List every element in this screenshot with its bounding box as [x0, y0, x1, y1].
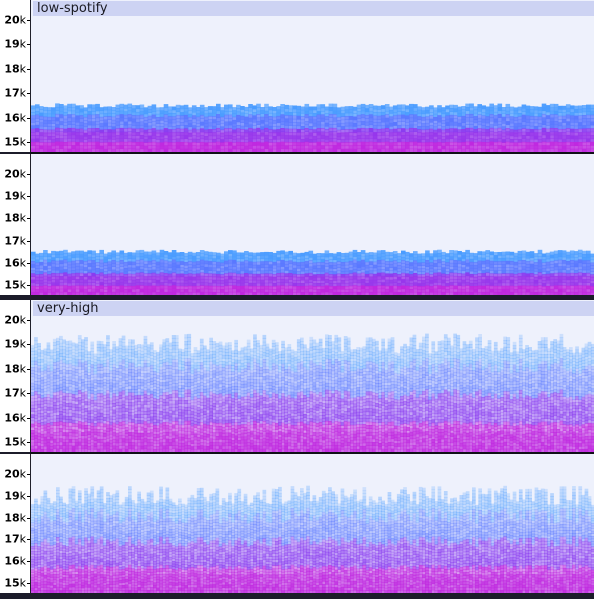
frequency-tick-label: 20k — [4, 13, 26, 27]
frequency-tick-label: 16k — [4, 411, 26, 425]
frequency-tick-label: 18k — [4, 62, 26, 76]
frequency-ruler-ch1: 20k 19k 18k 17k 16k 15k — [0, 300, 31, 452]
frequency-tick-mark — [27, 262, 30, 264]
frequency-tick-mark — [27, 117, 30, 119]
frequency-tick-label: 17k — [4, 386, 26, 400]
frequency-tick-mark — [27, 44, 30, 46]
frequency-tick-label: 20k — [4, 313, 26, 327]
frequency-tick-label: 19k — [4, 337, 26, 351]
frequency-tick-label: 15k — [4, 135, 26, 149]
spectrogram-canvas — [31, 0, 594, 152]
frequency-tick-label: 17k — [4, 532, 26, 546]
spectrogram-ch2[interactable] — [31, 454, 594, 593]
spectrogram-canvas — [31, 300, 594, 452]
frequency-tick-mark — [27, 583, 30, 584]
frequency-tick-mark — [27, 240, 30, 242]
frequency-tick-label: 19k — [4, 189, 26, 203]
frequency-tick-mark — [27, 517, 30, 519]
frequency-tick-mark — [27, 495, 30, 497]
frequency-tick-mark — [27, 320, 30, 321]
frequency-tick-mark — [27, 285, 30, 286]
frequency-tick-mark — [27, 344, 30, 346]
frequency-tick-mark — [27, 539, 30, 541]
frequency-tick-label: 18k — [4, 511, 26, 525]
spectrogram-canvas — [31, 154, 594, 295]
track-very-high: 20k 19k 18k 17k 16k 15k 20k 19k 18k 17k 16k 15k ve… — [0, 300, 594, 593]
frequency-tick-mark — [27, 417, 30, 419]
spectrogram-ch1[interactable] — [31, 0, 594, 152]
frequency-tick-mark — [27, 174, 30, 175]
frequency-tick-mark — [27, 442, 30, 443]
channel-separator — [30, 152, 594, 154]
channel-separator — [30, 452, 594, 454]
frequency-tick-label: 15k — [4, 435, 26, 449]
frequency-tick-mark — [27, 20, 30, 21]
frequency-tick-label: 15k — [4, 576, 26, 590]
frequency-tick-mark — [27, 142, 30, 143]
frequency-tick-label: 16k — [4, 256, 26, 270]
frequency-tick-mark — [27, 93, 30, 95]
track-name-label[interactable]: very-high — [33, 301, 594, 316]
frequency-tick-mark — [27, 68, 30, 70]
spectrogram-ch1[interactable] — [31, 300, 594, 452]
frequency-tick-label: 18k — [4, 211, 26, 225]
track-low-spotify: 20k 19k 18k 17k 16k 15k 20k 19k 18k 17k 16k 15k lo… — [0, 0, 594, 297]
spectrogram-canvas — [31, 454, 594, 593]
track-name-label[interactable]: low-spotify — [33, 1, 594, 16]
frequency-tick-label: 16k — [4, 554, 26, 568]
frequency-tick-mark — [27, 393, 30, 395]
frequency-tick-label: 17k — [4, 234, 26, 248]
frequency-tick-label: 20k — [4, 167, 26, 181]
frequency-tick-label: 16k — [4, 111, 26, 125]
frequency-tick-mark — [27, 368, 30, 370]
spectrogram-ch2[interactable] — [31, 154, 594, 295]
frequency-tick-label: 20k — [4, 467, 26, 481]
frequency-tick-label: 18k — [4, 362, 26, 376]
frequency-ruler-ch2: 20k 19k 18k 17k 16k 15k — [0, 154, 31, 295]
frequency-tick-mark — [27, 196, 30, 198]
frequency-ruler-ch2: 20k 19k 18k 17k 16k 15k — [0, 454, 31, 593]
frequency-tick-label: 17k — [4, 86, 26, 100]
frequency-tick-mark — [27, 474, 30, 475]
frequency-tick-mark — [27, 218, 30, 220]
frequency-tick-label: 19k — [4, 37, 26, 51]
frequency-tick-label: 19k — [4, 489, 26, 503]
frequency-ruler-ch1: 20k 19k 18k 17k 16k 15k — [0, 0, 31, 152]
frequency-tick-label: 15k — [4, 278, 26, 292]
frequency-tick-mark — [27, 561, 30, 563]
